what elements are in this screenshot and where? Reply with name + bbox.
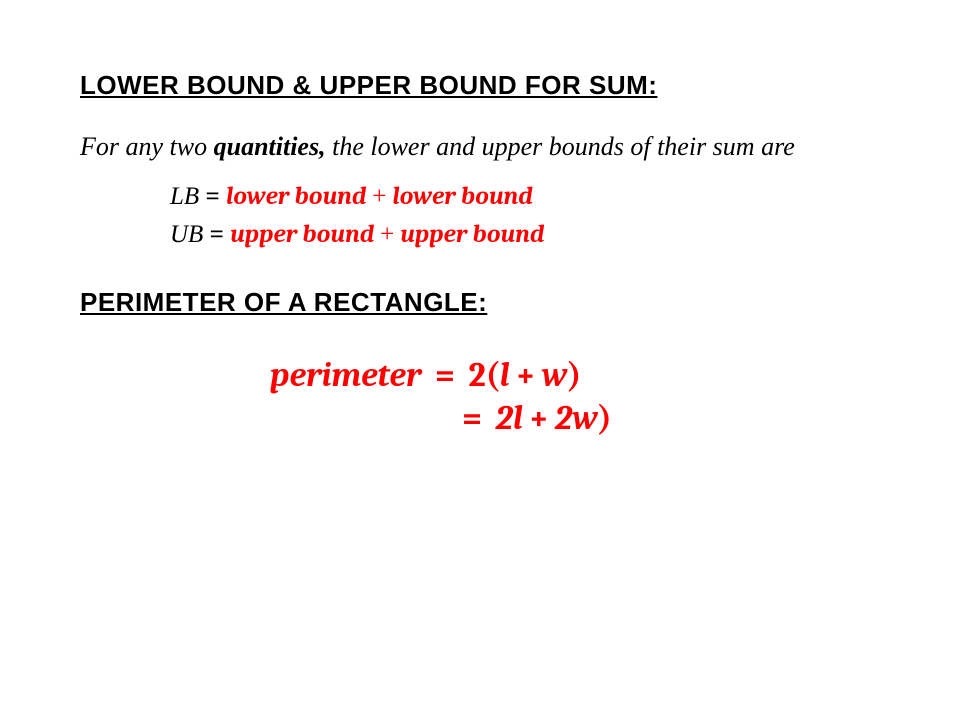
- open-paren-1: (: [486, 355, 500, 395]
- eq-1: =: [429, 355, 461, 395]
- lb-formula: LB = lower bound+lower bound: [170, 178, 880, 216]
- two-l: 2l: [496, 398, 523, 438]
- intro-post: the lower and upper bounds of their sum …: [326, 132, 795, 161]
- w-var: w: [542, 355, 568, 395]
- intro-text: For any two quantities, the lower and up…: [80, 129, 800, 164]
- lb-term-1: lower bound: [226, 182, 366, 211]
- equals: =: [199, 183, 226, 210]
- lb-term-2: lower bound: [392, 182, 532, 211]
- intro-bold: quantities,: [214, 132, 326, 161]
- plus-4: +: [523, 398, 555, 438]
- slide: LOWER BOUND & UPPER BOUND FOR SUM: For a…: [0, 0, 960, 720]
- perimeter-line-1: perimeter = 2(l+w): [270, 354, 880, 397]
- plus-2: +: [374, 221, 400, 248]
- plus-3: +: [509, 355, 541, 395]
- heading-perimeter: PERIMETER OF A RECTANGLE:: [80, 287, 880, 318]
- two-1: 2: [468, 355, 485, 395]
- lb-label: LB: [170, 183, 199, 210]
- equals-2: =: [203, 221, 230, 248]
- two-w: 2w: [555, 398, 598, 438]
- heading-bounds-sum: LOWER BOUND & UPPER BOUND FOR SUM:: [80, 70, 880, 101]
- close-paren-2: ): [598, 398, 612, 438]
- ub-formula: UB = upper bound+upper bound: [170, 216, 880, 254]
- formula-block: LB = lower bound+lower bound UB = upper …: [170, 178, 880, 253]
- intro-pre: For any two: [80, 132, 214, 161]
- perimeter-line-2: = 2l+2w): [270, 397, 880, 440]
- ub-term-2: upper bound: [400, 220, 544, 249]
- l-var: l: [500, 355, 510, 395]
- eq-2: =: [456, 398, 488, 438]
- close-paren-1: ): [567, 355, 581, 395]
- ub-label: UB: [170, 221, 203, 248]
- plus-1: +: [366, 183, 392, 210]
- perimeter-block: perimeter = 2(l+w) = 2l+2w): [270, 354, 880, 439]
- ub-term-1: upper bound: [230, 220, 374, 249]
- perimeter-word: perimeter: [270, 355, 421, 395]
